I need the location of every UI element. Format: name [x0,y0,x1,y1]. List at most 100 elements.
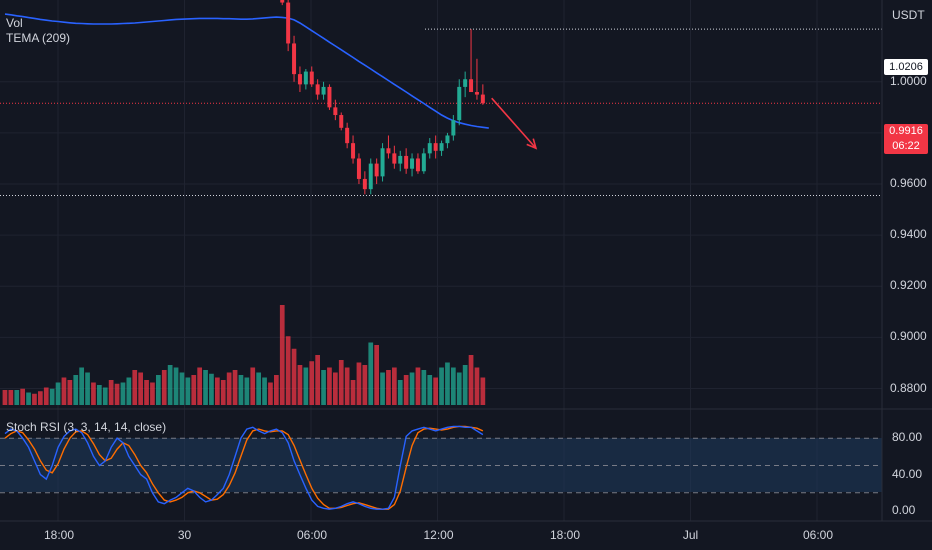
volume-bar [179,372,185,405]
level-lines [0,28,882,197]
grid-lines [0,0,882,521]
time-tick-label: 06:00 [803,528,834,542]
candle-body [392,153,397,164]
volume-bar [250,367,256,405]
candle-body [386,148,391,154]
candles [280,0,485,195]
volume-bar [215,377,220,405]
price-tick-label: 0.9000 [890,329,927,344]
volume-bar [102,387,108,405]
time-tick-label: 12:00 [423,528,454,542]
volume-bar [392,367,397,405]
candle-body [321,86,326,95]
volume-bar [91,382,96,405]
volume-bar [321,370,326,405]
candle-body [309,71,314,85]
candle-body [297,74,302,85]
volume-bar [262,377,267,405]
volume-bar [203,370,208,405]
candle-body [439,143,444,151]
volume-bar [79,367,84,405]
volume-bar [268,382,273,405]
candle-body [333,107,338,116]
volume-bar [462,365,468,405]
volume-bar [333,372,338,405]
volume-bar [167,365,173,405]
volume-bar [232,370,238,405]
candle-body [368,163,373,190]
volume-bar [2,390,8,405]
volume-bar [350,380,356,405]
vol-legend[interactable]: Vol [6,16,23,30]
volume-bar [380,372,385,405]
volume-bar [197,367,202,405]
volume-bar [138,372,143,405]
stoch-tick-label: 80.00 [892,430,923,445]
volume-bar [451,367,456,405]
volume-bar [97,385,102,405]
volume-bar [433,377,438,405]
volume-bar [220,380,226,405]
volume-bar [156,375,161,405]
volume-bar [344,367,350,405]
candle-body [351,143,356,159]
candle-body [421,153,426,172]
stoch-k-line [4,425,484,510]
volume-bar [49,388,55,405]
arrow-head [526,138,538,150]
time-tick-label: 30 [177,528,192,542]
volume-bar [338,360,344,405]
volume-bar [126,377,132,405]
volume-bar [244,377,250,405]
volume-bar [67,380,73,405]
volume-bar [26,392,31,405]
candle-body [327,86,332,108]
candle-body [374,163,379,177]
candle-body [303,71,308,85]
candle-body [445,135,450,144]
candle-body [469,79,474,93]
volume-bar [73,375,79,405]
candle-body [398,155,403,164]
volume-bar [315,355,320,405]
volume-bar [144,380,149,405]
volume-bar [8,390,14,405]
candle-body [433,143,438,151]
price-tick-label: 0.9400 [890,227,927,242]
candle-body [404,155,409,169]
price-tick-label: 0.8800 [890,380,927,395]
volume-bar [209,373,214,405]
volume-bar [161,370,167,405]
volume-bar [480,377,486,405]
volume-bar [43,387,49,405]
stoch-legend[interactable]: Stoch RSI (3, 3, 14, 14, close) [6,420,167,434]
volume-bar [173,367,179,405]
candle-body [480,94,485,104]
volume-bar [191,375,197,405]
volume-bar [374,345,379,405]
candle-body [427,143,432,154]
volume-bar [55,382,61,405]
tema-legend[interactable]: TEMA (209) [6,31,71,45]
price-tick-label: 0.9600 [890,176,927,191]
candle-body [451,120,456,136]
candle-body [315,84,320,95]
tema-line [4,13,489,129]
volume-bar [368,342,374,405]
volume-bar [238,375,244,405]
volume-bar [14,390,20,405]
time-tick-label: 18:00 [44,528,75,542]
volume-bar [303,367,309,405]
volume-bar [297,365,303,405]
time-tick-label: 06:00 [297,528,328,542]
volume-bar [421,370,427,405]
candle-body [474,92,479,95]
down-arrow-annotation[interactable] [491,97,538,150]
countdown-tag: 06:22 [884,139,928,154]
price-tick-label: 1.0000 [890,73,927,88]
volume-bar [386,370,391,405]
candle-body [292,43,297,75]
volume-bar [279,305,285,405]
arrow-shaft [491,97,537,149]
